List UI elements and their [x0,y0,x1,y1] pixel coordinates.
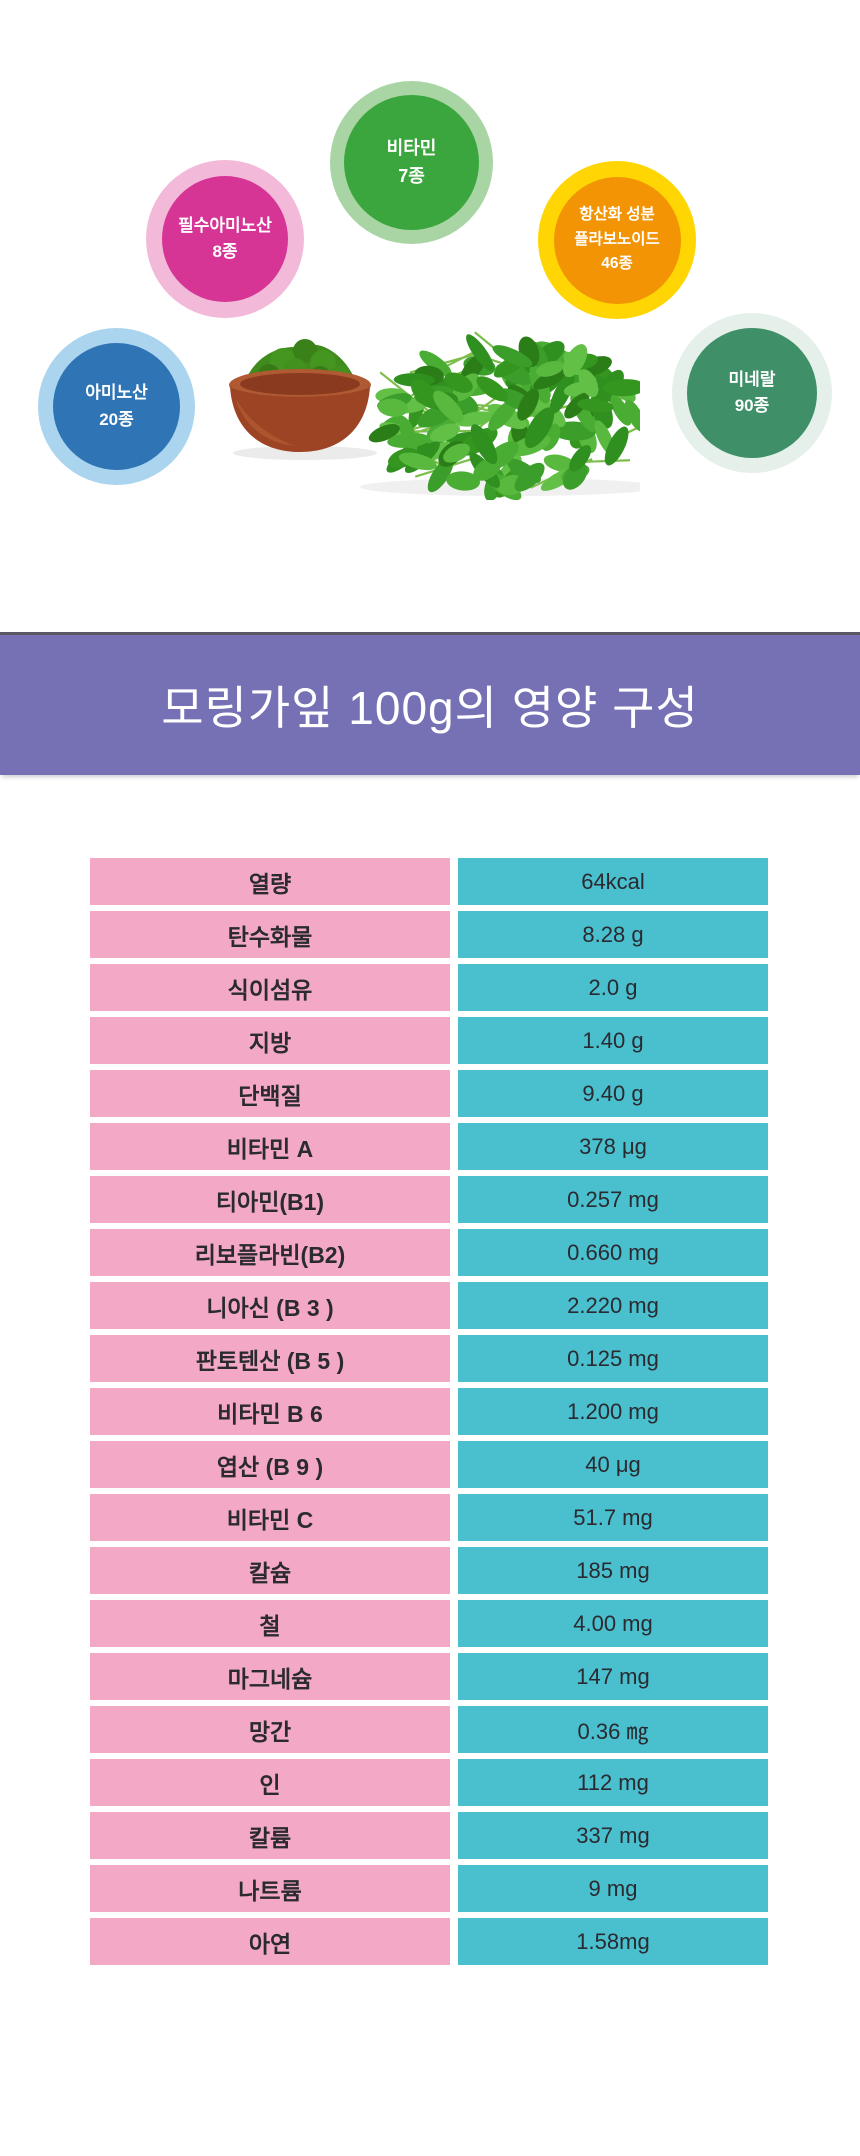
table-row: 식이섬유 2.0 g [90,964,768,1011]
table-row: 열량 64kcal [90,858,768,905]
nutrient-value-cell: 2.220 mg [458,1282,768,1329]
badge-essential-amino-acids-label: 필수아미노산 8종 [162,176,288,302]
nutrient-value-cell: 1.200 mg [458,1388,768,1435]
badge-amino-acids: 아미노산 20종 [38,328,195,485]
nutrient-value-cell: 2.0 g [458,964,768,1011]
nutrient-label-cell: 아연 [90,1918,450,1965]
nutrient-label-cell: 열량 [90,858,450,905]
badge-line: 미네랄 [728,369,776,389]
nutrient-value-cell: 337 mg [458,1812,768,1859]
table-row: 탄수화물 8.28 g [90,911,768,958]
badge-antioxidant-flavonoids-label: 항산화 성분 플라보노이드 46종 [553,176,681,304]
nutrient-label-cell: 칼슘 [90,1547,450,1594]
nutrient-value-cell: 378 μg [458,1123,768,1170]
nutrient-value-cell: 147 mg [458,1653,768,1700]
nutrient-value-cell: 0.257 mg [458,1176,768,1223]
nutrient-label-cell: 마그네슘 [90,1653,450,1700]
nutrition-table: 열량 64kcal 탄수화물 8.28 g 식이섬유 2.0 g 지방 1.40 g 단백질 9.… [90,858,768,1971]
badge-vitamin-label: 비타민 7종 [344,95,479,230]
nutrient-label-cell: 나트륨 [90,1865,450,1912]
nutrient-value-cell: 4.00 mg [458,1600,768,1647]
moringa-photo-illustration [229,331,640,500]
nutrient-label-cell: 탄수화물 [90,911,450,958]
badge-line: 필수아미노산 [178,215,272,235]
nutrient-value-cell: 9 mg [458,1865,768,1912]
table-row: 판토텐산 (B 5 ) 0.125 mg [90,1335,768,1382]
badge-line: 플라보노이드 [574,230,660,248]
table-row: 엽산 (B 9 ) 40 μg [90,1441,768,1488]
nutrient-value-cell: 0.125 mg [458,1335,768,1382]
section-title: 모링가잎 100g의 영양 구성 [161,682,699,734]
table-row: 나트륨 9 mg [90,1865,768,1912]
table-row: 칼슘 185 mg [90,1547,768,1594]
badge-line: 7종 [398,165,425,186]
table-row: 니아신 (B 3 ) 2.220 mg [90,1282,768,1329]
table-row: 마그네슘 147 mg [90,1653,768,1700]
nutrient-value-cell: 0.36 ㎎ [458,1706,768,1753]
table-row: 아연 1.58mg [90,1918,768,1965]
nutrient-label-cell: 티아민(B1) [90,1176,450,1223]
table-row: 비타민 B 6 1.200 mg [90,1388,768,1435]
badge-line: 아미노산 [85,383,148,403]
nutrient-value-cell: 1.58mg [458,1918,768,1965]
badge-line: 90종 [734,396,770,415]
nutrient-label-cell: 지방 [90,1017,450,1064]
table-row: 철 4.00 mg [90,1600,768,1647]
nutrient-label-cell: 단백질 [90,1070,450,1117]
nutrient-label-cell: 칼륨 [90,1812,450,1859]
table-row: 칼륨 337 mg [90,1812,768,1859]
table-row: 인 112 mg [90,1759,768,1806]
badge-line: 8종 [212,242,238,261]
nutrient-label-cell: 엽산 (B 9 ) [90,1441,450,1488]
table-row: 비타민 C 51.7 mg [90,1494,768,1541]
badge-line: 항산화 성분 [579,205,655,223]
table-row: 비타민 A 378 μg [90,1123,768,1170]
nutrient-value-cell: 185 mg [458,1547,768,1594]
nutrient-label-cell: 비타민 A [90,1123,450,1170]
nutrient-value-cell: 1.40 g [458,1017,768,1064]
nutrient-value-cell: 8.28 g [458,911,768,958]
badge-amino-acids-label: 아미노산 20종 [53,343,180,470]
nutrient-label-cell: 인 [90,1759,450,1806]
table-row: 리보플라빈(B2) 0.660 mg [90,1229,768,1276]
nutrient-label-cell: 비타민 C [90,1494,450,1541]
badge-essential-amino-acids: 필수아미노산 8종 [146,160,304,318]
section-banner: 모링가잎 100g의 영양 구성 [0,632,860,775]
table-row: 망간 0.36 ㎎ [90,1706,768,1753]
nutrient-value-cell: 40 μg [458,1441,768,1488]
nutrient-value-cell: 112 mg [458,1759,768,1806]
nutrient-label-cell: 리보플라빈(B2) [90,1229,450,1276]
badge-line: 비타민 [386,137,437,158]
badge-minerals: 미네랄 90종 [672,313,832,473]
table-row: 단백질 9.40 g [90,1070,768,1117]
nutrient-label-cell: 비타민 B 6 [90,1388,450,1435]
nutrient-label-cell: 식이섬유 [90,964,450,1011]
moringa-leaf-pile [368,331,640,500]
table-row: 지방 1.40 g [90,1017,768,1064]
nutrient-value-cell: 64kcal [458,858,768,905]
table-row: 티아민(B1) 0.257 mg [90,1176,768,1223]
nutrient-label-cell: 철 [90,1600,450,1647]
badge-vitamin: 비타민 7종 [330,81,493,244]
nutrient-label-cell: 판토텐산 (B 5 ) [90,1335,450,1382]
nutrient-label-cell: 망간 [90,1706,450,1753]
badge-line: 20종 [99,409,134,429]
badge-line: 46종 [601,255,633,273]
nutrient-value-cell: 0.660 mg [458,1229,768,1276]
badge-minerals-label: 미네랄 90종 [687,328,817,458]
nutrient-label-cell: 니아신 (B 3 ) [90,1282,450,1329]
nutrient-value-cell: 9.40 g [458,1070,768,1117]
nutrient-value-cell: 51.7 mg [458,1494,768,1541]
badge-antioxidant-flavonoids: 항산화 성분 플라보노이드 46종 [538,161,696,319]
